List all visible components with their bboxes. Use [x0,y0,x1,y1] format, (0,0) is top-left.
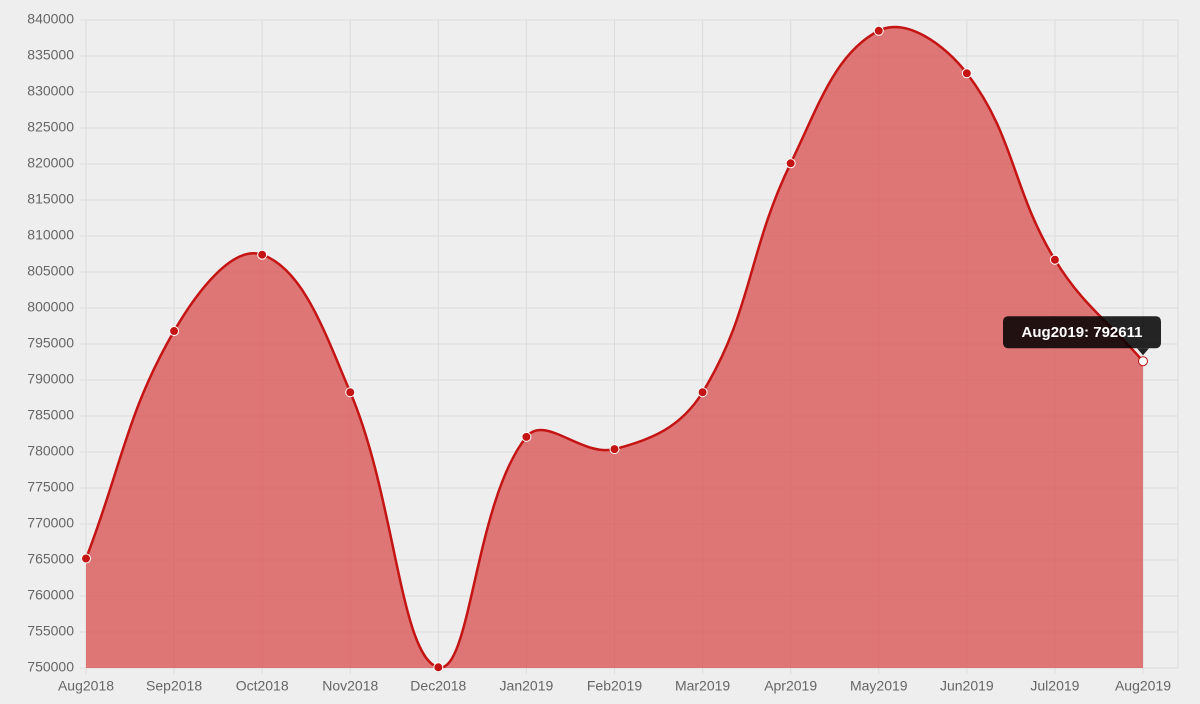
y-tick-label: 840000 [27,11,74,27]
x-tick-label: May2019 [850,678,908,694]
y-tick-label: 825000 [27,119,74,135]
y-tick-label: 780000 [27,443,74,459]
data-point [961,68,972,79]
tooltip-caret [1137,348,1149,356]
x-tick-label: Sep2018 [146,678,202,694]
y-tick-label: 785000 [27,407,74,423]
y-tick-label: 790000 [27,371,74,387]
x-tick-label: Oct2018 [236,678,289,694]
data-point [697,387,708,398]
y-tick-label: 815000 [27,191,74,207]
data-point [257,249,268,260]
x-tick-label: Apr2019 [764,678,817,694]
y-tick-label: 800000 [27,299,74,315]
x-tick-label: Aug2019 [1115,678,1171,694]
y-tick-label: 770000 [27,515,74,531]
tooltip-text: Aug2019: 792611 [1022,324,1143,341]
data-point [785,158,796,169]
y-tick-label: 755000 [27,623,74,639]
y-tick-label: 750000 [27,659,74,675]
y-tick-label: 775000 [27,479,74,495]
x-tick-label: Jun2019 [940,678,994,694]
y-tick-label: 760000 [27,587,74,603]
x-tick-label: Aug2018 [58,678,114,694]
data-point [609,444,620,455]
x-tick-label: Nov2018 [322,678,378,694]
y-tick-label: 765000 [27,551,74,567]
x-tick-label: Jan2019 [500,678,554,694]
data-point [1138,356,1148,367]
data-point [81,553,91,564]
tooltip-box [1003,316,1161,349]
tooltip: Aug2019: 792611 [1003,316,1161,356]
data-point [169,326,180,337]
area-fill [86,27,1143,669]
x-tick-label: Jul2019 [1030,678,1079,694]
x-tick-label: Mar2019 [675,678,730,694]
data-point [873,25,884,36]
y-tick-label: 805000 [27,263,74,279]
y-tick-label: 835000 [27,47,74,63]
y-tick-label: 795000 [27,335,74,351]
x-tick-label: Feb2019 [587,678,642,694]
y-tick-label: 820000 [27,155,74,171]
data-point [433,662,444,673]
y-tick-label: 830000 [27,83,74,99]
data-point [521,431,532,442]
data-point [345,387,356,398]
y-tick-label: 810000 [27,227,74,243]
data-point [1049,254,1060,265]
x-tick-label: Dec2018 [410,678,466,694]
